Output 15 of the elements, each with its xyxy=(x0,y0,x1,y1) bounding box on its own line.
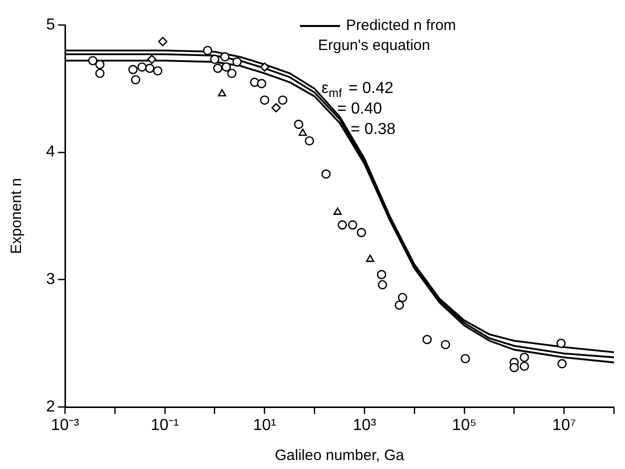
x-tick-label: 10⁵ xyxy=(452,417,476,434)
legend-title: Predicted n from Ergun's equation xyxy=(317,16,456,56)
x-axis-title: Galileo number, Ga xyxy=(274,447,405,464)
y-tick-label: 2 xyxy=(46,398,56,416)
y-axis-title: Exponent n xyxy=(8,178,26,254)
x-tick-label: 10⁻¹ xyxy=(150,417,179,434)
y-tick-label: 5 xyxy=(46,16,56,34)
x-tick-label: 10³ xyxy=(352,417,377,434)
series-label: = 0.40 xyxy=(337,100,382,118)
x-tick-label: 10⁷ xyxy=(552,417,576,434)
x-tick-label: 10⁻³ xyxy=(50,417,80,434)
y-tick-label: 4 xyxy=(46,144,56,161)
x-tick-label: 10¹ xyxy=(253,417,276,434)
series-label: = 0.38 xyxy=(350,120,396,138)
y-tick-label: 3 xyxy=(46,271,56,288)
